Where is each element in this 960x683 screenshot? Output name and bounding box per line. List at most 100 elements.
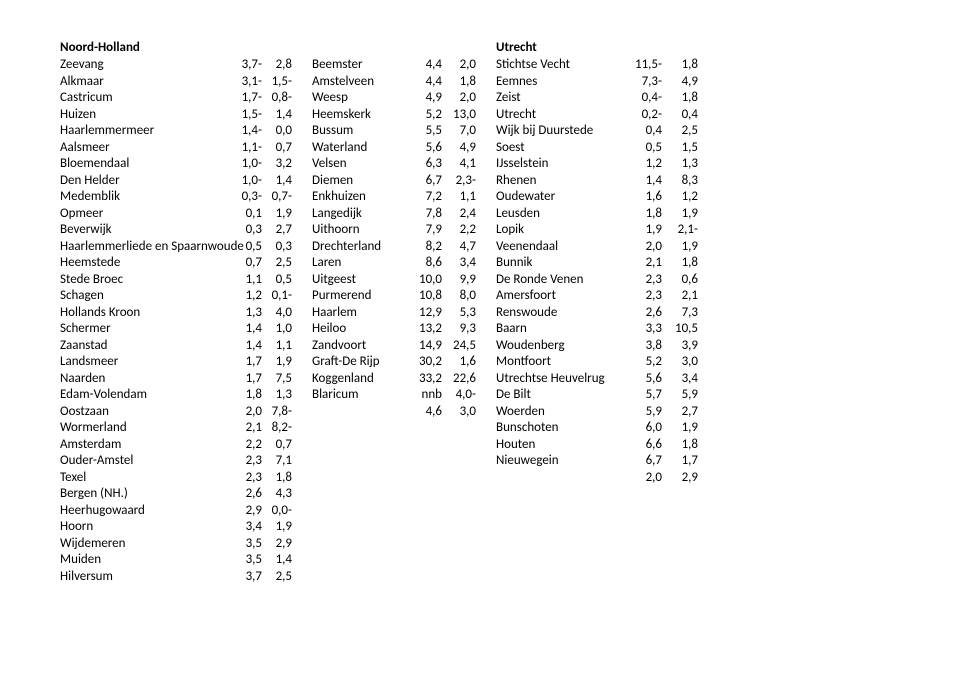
municipality-name: Amstelveen (312, 74, 404, 91)
municipality-name: Naarden (60, 371, 232, 388)
table-row: Wormerland2,18,2- (60, 420, 292, 437)
table-row: Beemster4,42,0 (312, 57, 476, 74)
table-row: Velsen6,34,1 (312, 156, 476, 173)
table-row: Castricum1,7-0,8- (60, 90, 292, 107)
section-noord-holland: Noord-HollandZeevang3,7-2,8Alkmaar3,1-1,… (60, 40, 292, 585)
municipality-name: Schermer (60, 321, 232, 338)
value-2: 2,0 (442, 90, 476, 107)
value-2: 22,6 (442, 371, 476, 388)
table-row: Eemnes7,3-4,9 (496, 74, 698, 91)
municipality-name: Oostzaan (60, 404, 232, 421)
value-1: 2,9 (232, 503, 262, 520)
value-2: 0,6 (662, 272, 698, 289)
table-row: Uitgeest10,09,9 (312, 272, 476, 289)
value-2: 2,2 (442, 222, 476, 239)
value-2: 0,8- (262, 90, 292, 107)
table-row: Schagen1,20,1- (60, 288, 292, 305)
value-2: 7,1 (262, 453, 292, 470)
table-row: Diemen6,72,3- (312, 173, 476, 190)
value-2: 2,8 (262, 57, 292, 74)
table-row: Hollands Kroon1,34,0 (60, 305, 292, 322)
value-2: 0,4 (662, 107, 698, 124)
municipality-name: Den Helder (60, 173, 232, 190)
municipality-name: Diemen (312, 173, 404, 190)
municipality-name: Wijk bij Duurstede (496, 123, 624, 140)
table-row: Purmerend10,88,0 (312, 288, 476, 305)
value-2: 1,9 (662, 420, 698, 437)
value-2: 2,5 (662, 123, 698, 140)
value-2: 3,0 (662, 354, 698, 371)
value-2: 8,0 (442, 288, 476, 305)
section-title: Utrecht (496, 40, 698, 55)
municipality-name: Weesp (312, 90, 404, 107)
table-row: Zeist0,4-1,8 (496, 90, 698, 107)
value-1: 1,4 (232, 338, 262, 355)
value-2: 9,3 (442, 321, 476, 338)
municipality-name: Zeevang (60, 57, 232, 74)
table-row: Opmeer0,11,9 (60, 206, 292, 223)
table-row: Zeevang3,7-2,8 (60, 57, 292, 74)
value-1: 1,4 (624, 173, 662, 190)
municipality-name: Zaanstad (60, 338, 232, 355)
value-1: 6,6 (624, 437, 662, 454)
municipality-name: Medemblik (60, 189, 232, 206)
municipality-name: Baarn (496, 321, 624, 338)
table-row: Naarden1,77,5 (60, 371, 292, 388)
table-row: Heiloo13,29,3 (312, 321, 476, 338)
value-2: 2,4 (442, 206, 476, 223)
municipality-name: Purmerend (312, 288, 404, 305)
table-row: Muiden3,51,4 (60, 552, 292, 569)
table-row: Lopik1,92,1- (496, 222, 698, 239)
value-1: 3,5 (232, 536, 262, 553)
municipality-name: Velsen (312, 156, 404, 173)
value-2: 7,8- (262, 404, 292, 421)
value-2: 1,1 (442, 189, 476, 206)
table-row: Renswoude2,67,3 (496, 305, 698, 322)
municipality-name (312, 404, 404, 421)
municipality-name: Wormerland (60, 420, 232, 437)
value-2: 1,4 (262, 173, 292, 190)
value-1: 2,3 (232, 453, 262, 470)
municipality-name: Waterland (312, 140, 404, 157)
value-1: 5,6 (624, 371, 662, 388)
value-1: 0,3- (232, 189, 262, 206)
municipality-name: Bussum (312, 123, 404, 140)
table-row: Stichtse Vecht11,5-1,8 (496, 57, 698, 74)
value-2: 10,5 (662, 321, 698, 338)
table-row: Veenendaal2,01,9 (496, 239, 698, 256)
municipality-name: Enkhuizen (312, 189, 404, 206)
value-1: 3,7- (232, 57, 262, 74)
table-row: Drechterland8,24,7 (312, 239, 476, 256)
table-row: De Bilt5,75,9 (496, 387, 698, 404)
value-2: 2,9 (262, 536, 292, 553)
value-1: 33,2 (404, 371, 442, 388)
value-1: nnb (404, 387, 442, 404)
value-1: 1,0- (232, 173, 262, 190)
value-2: 0,0 (262, 123, 292, 140)
table-row: Den Helder1,0-1,4 (60, 173, 292, 190)
value-1: 2,6 (624, 305, 662, 322)
value-2: 1,8 (442, 74, 476, 91)
table-row: Woerden5,92,7 (496, 404, 698, 421)
table-row: Utrechtse Heuvelrug5,63,4 (496, 371, 698, 388)
value-2: 2,0 (442, 57, 476, 74)
municipality-name: Zeist (496, 90, 624, 107)
municipality-name: Bloemendaal (60, 156, 232, 173)
value-2: 13,0 (442, 107, 476, 124)
value-1: 1,4 (232, 321, 262, 338)
municipality-name: Montfoort (496, 354, 624, 371)
value-1: 2,0 (624, 470, 662, 487)
value-2: 1,8 (662, 255, 698, 272)
value-1: 1,9 (624, 222, 662, 239)
municipality-name: Soest (496, 140, 624, 157)
value-1: 2,3 (232, 470, 262, 487)
table-row: Heemstede0,72,5 (60, 255, 292, 272)
municipality-name: Amsterdam (60, 437, 232, 454)
value-1: 1,1 (232, 272, 262, 289)
value-2: 3,2 (262, 156, 292, 173)
value-1: 6,7 (624, 453, 662, 470)
value-1: 3,7 (232, 569, 262, 586)
municipality-name: Zandvoort (312, 338, 404, 355)
municipality-name: Bunnik (496, 255, 624, 272)
section-continued: Beemster4,42,0Amstelveen4,41,8Weesp4,92,… (312, 40, 476, 585)
